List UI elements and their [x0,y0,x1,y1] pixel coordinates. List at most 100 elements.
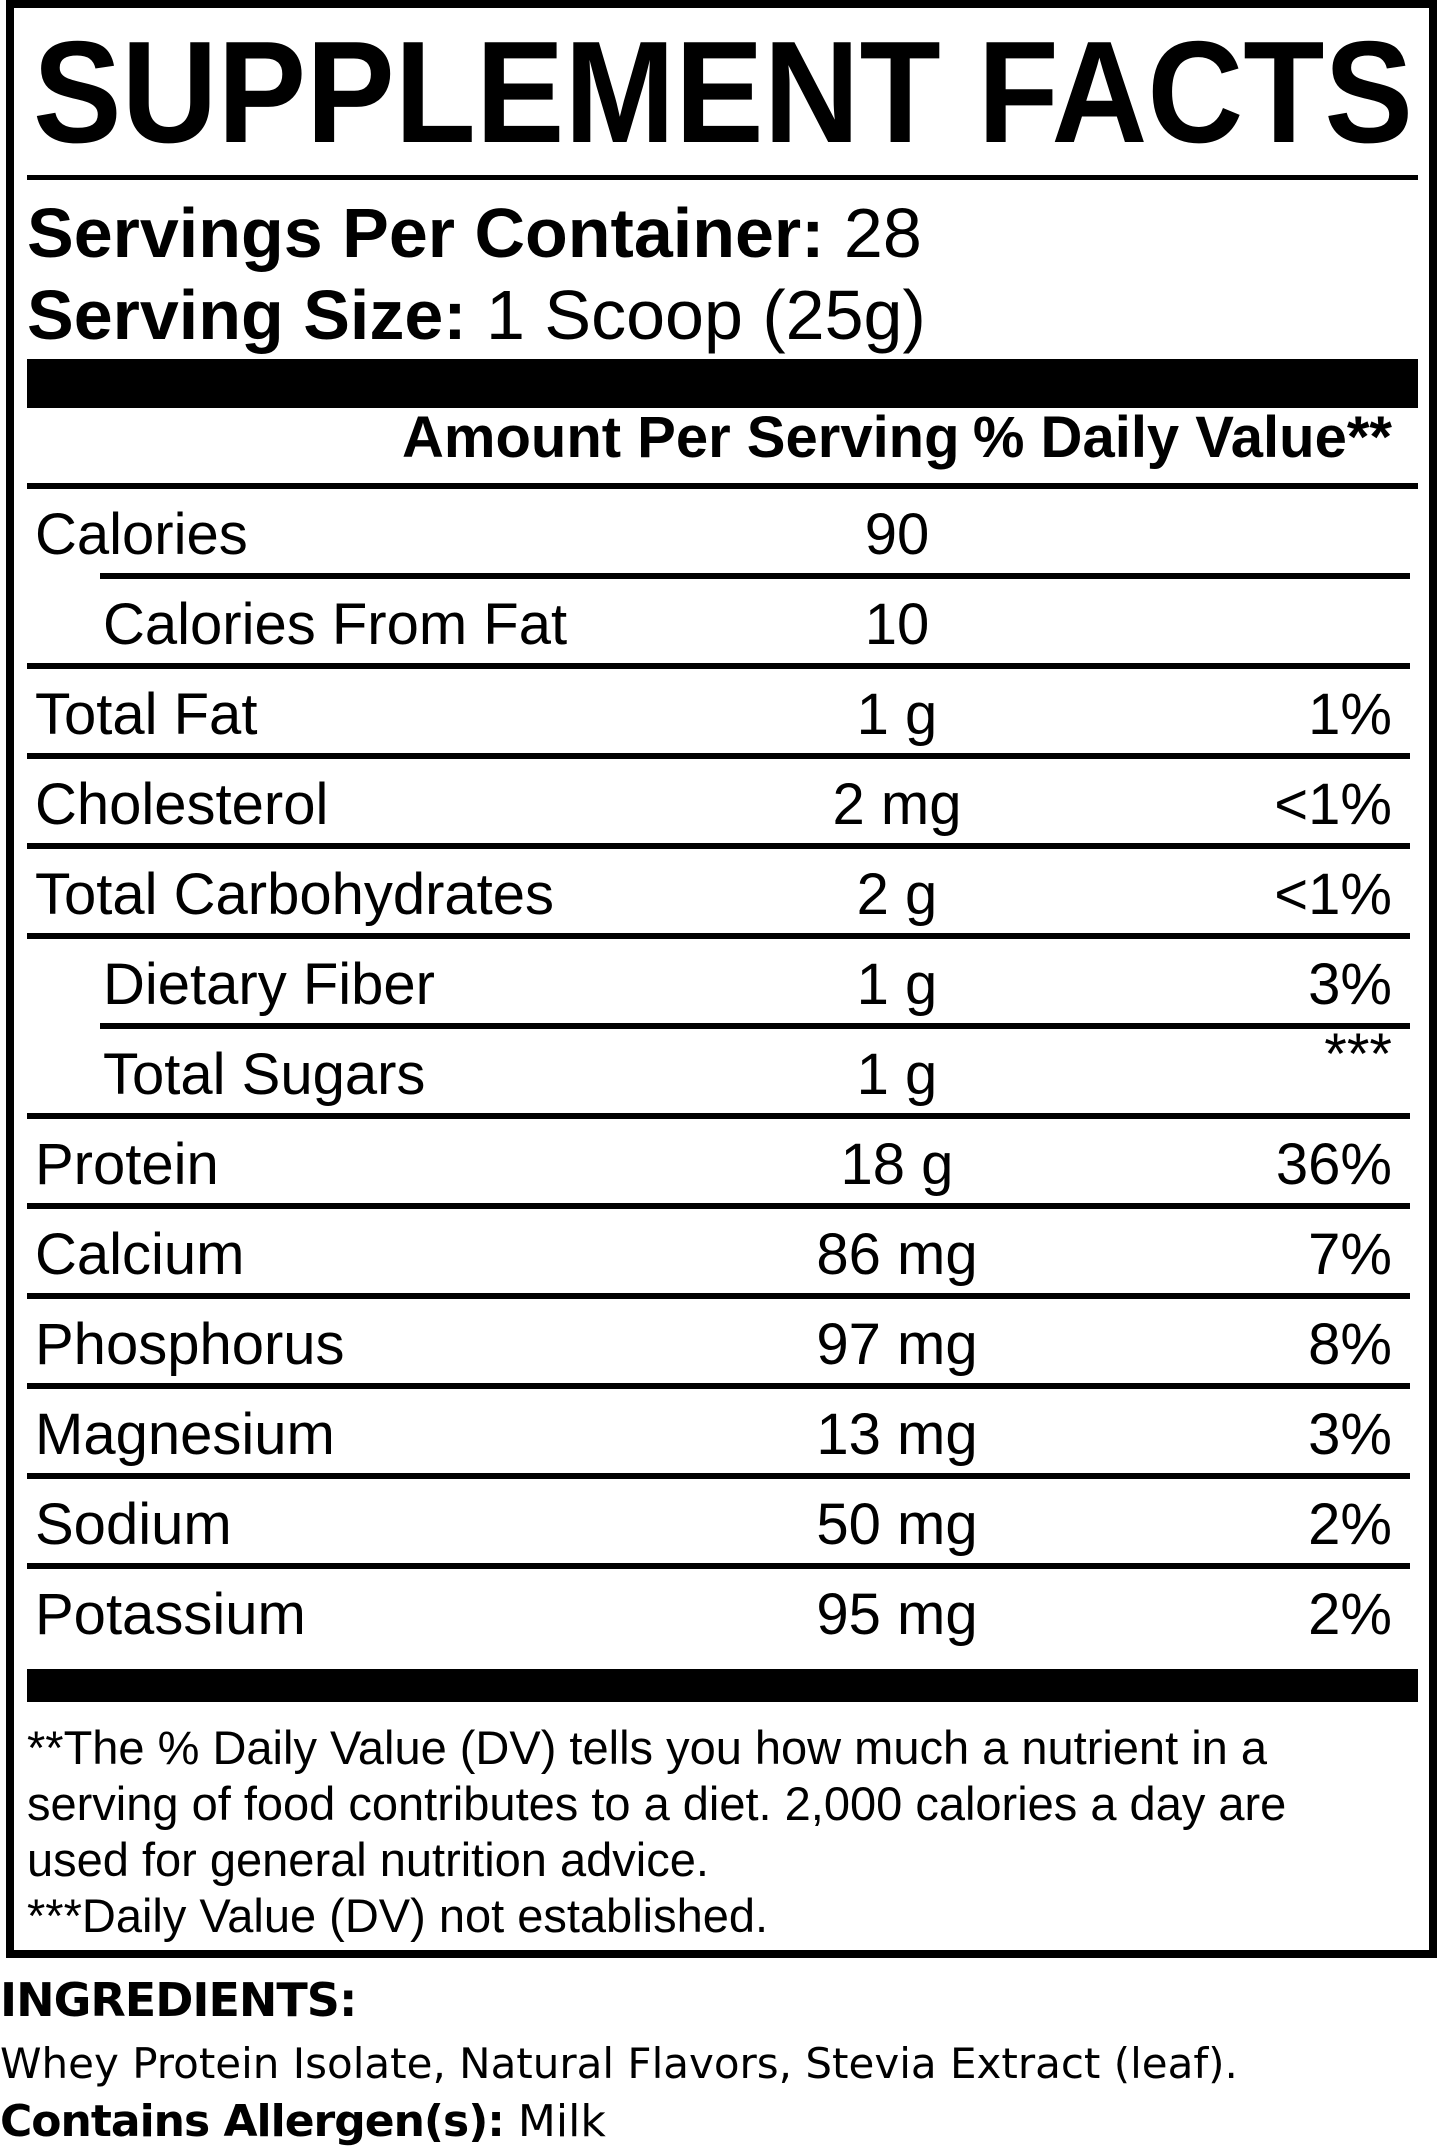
nutrient-daily-value-text: 8% [1308,1311,1392,1377]
nutrient-label: Calcium [35,1221,245,1287]
nutrient-amount: 90 [864,501,930,567]
row-separator [27,1293,1410,1299]
row-separator [27,1563,1410,1569]
title-divider [27,175,1418,180]
row-separator [27,933,1410,939]
nutrient-amount: 86 mg [816,1221,978,1287]
page-title: SUPPLEMENT FACTS [33,38,1413,150]
nutrient-label: Total Sugars [103,1041,426,1107]
nutrient-daily-value: 3% [1117,951,1418,1018]
amount-per-serving-header: Amount Per Serving [402,405,960,470]
servings-per-container-label: Servings Per Container: [27,194,825,272]
ingredients-section: INGREDIENTS: Whey Protein Isolate, Natur… [0,1972,1445,2148]
nutrient-daily-value-text: 36% [1275,1131,1392,1197]
nutrient-label: Sodium [35,1491,232,1557]
nutrient-label: Dietary Fiber [103,951,435,1017]
nutrient-label: Cholesterol [35,771,329,837]
nutrient-amount: 18 g [840,1131,954,1197]
serving-size-value: 1 Scoop (25g) [486,276,926,354]
serving-size-line: Serving Size: 1 Scoop (25g) [27,274,1418,356]
row-separator [27,1203,1410,1209]
footnote-line: used for general nutrition advice. [27,1833,709,1886]
row-separator [27,753,1410,759]
nutrient-table: Calories 90 Calories From Fat 10 Total Fat 1 … [27,489,1418,1659]
nutrient-label: Phosphorus [35,1311,345,1377]
nutrient-row: Sodium 50 mg 2% [27,1479,1418,1569]
nutrient-row: Magnesium 13 mg 3% [27,1389,1418,1479]
footnote-separator-bar [27,1669,1418,1702]
nutrient-amount: 2 mg [832,771,962,837]
nutrient-daily-value-text: 7% [1308,1221,1392,1287]
nutrient-label: Magnesium [35,1401,335,1467]
nutrient-label: Calories [35,501,248,567]
nutrient-daily-value: 7% [1117,1221,1418,1288]
nutrient-daily-value-text: 3% [1308,1401,1392,1467]
row-separator [100,573,1410,579]
allergen-label: Contains Allergen(s): [0,2096,505,2147]
row-separator [27,1113,1410,1119]
supplement-facts-panel: SUPPLEMENT FACTS Servings Per Container:… [6,0,1437,1958]
serving-size-label: Serving Size: [27,276,467,354]
nutrient-amount: 10 [864,591,930,657]
nutrient-amount: 1 g [856,681,938,747]
footnote-line: **The % Daily Value (DV) tells you how m… [27,1721,1267,1774]
nutrient-daily-value-text: 3% [1308,951,1392,1017]
nutrient-label: Total Fat [35,681,258,747]
nutrient-label: Potassium [35,1581,306,1647]
nutrient-daily-value: 36% [1117,1131,1418,1198]
allergen-line: Contains Allergen(s): Milk [0,2096,1445,2148]
row-separator [100,1023,1410,1029]
footnote-line: serving of food contributes to a diet. 2… [27,1777,1287,1830]
nutrient-label: Total Carbohydrates [35,861,555,927]
nutrient-daily-value: 1% [1117,681,1418,748]
nutrient-daily-value-text: 2% [1308,1491,1392,1557]
nutrient-label: Protein [35,1131,219,1197]
header-separator-bar [27,359,1418,408]
nutrient-daily-value-text: 1% [1308,681,1392,747]
nutrient-row: Potassium 95 mg 2% [27,1569,1418,1659]
nutrient-daily-value: 2% [1117,1491,1418,1558]
nutrient-amount: 50 mg [816,1491,978,1557]
nutrient-daily-value: *** [1117,1022,1418,1108]
ingredients-list: Whey Protein Isolate, Natural Flavors, S… [0,2039,1238,2088]
nutrient-row: Calories From Fat 10 [27,579,1418,669]
nutrient-daily-value-text: <1% [1274,771,1392,837]
nutrient-row: Calcium 86 mg 7% [27,1209,1418,1299]
row-separator [27,1383,1410,1389]
nutrient-daily-value: <1% [1117,861,1418,928]
nutrient-row: Calories 90 [27,489,1418,579]
nutrient-row: Protein 18 g 36% [27,1119,1418,1209]
row-separator [27,663,1410,669]
daily-value-header: % Daily Value** [972,405,1392,470]
supplement-facts-title-svg: SUPPLEMENT FACTS [33,38,1413,150]
ingredients-heading: INGREDIENTS: [0,1973,357,2027]
nutrient-daily-value-text: 2% [1308,1581,1392,1647]
nutrient-daily-value: <1% [1117,771,1418,838]
nutrient-amount: 1 g [856,1041,938,1107]
nutrient-label: Calories From Fat [103,591,568,657]
nutrient-daily-value: 8% [1117,1311,1418,1378]
nutrient-amount: 13 mg [816,1401,978,1467]
nutrient-row: Phosphorus 97 mg 8% [27,1299,1418,1389]
daily-value-footnote: **The % Daily Value (DV) tells you how m… [27,1720,1418,1944]
nutrient-row: Total Carbohydrates 2 g <1% [27,849,1418,939]
nutrient-daily-value: 2% [1117,1581,1418,1648]
row-separator [27,843,1410,849]
nutrient-daily-value-text: *** [1324,1021,1392,1087]
footnote-line: ***Daily Value (DV) not established. [27,1889,769,1942]
nutrient-daily-value-text: <1% [1274,861,1392,927]
nutrient-amount: 95 mg [816,1581,978,1647]
nutrient-row: Total Sugars 1 g *** [27,1022,1418,1119]
nutrient-row: Total Fat 1 g 1% [27,669,1418,759]
servings-per-container-value: 28 [843,194,922,272]
allergen-value: Milk [517,2096,606,2147]
nutrient-amount: 2 g [856,861,938,927]
nutrient-row: Dietary Fiber 1 g 3% [27,939,1418,1029]
serving-info: Servings Per Container: 28 Serving Size:… [27,192,1418,356]
table-header-row: Amount Per Serving % Daily Value** [27,405,1418,489]
row-separator [27,1473,1410,1479]
servings-per-container-line: Servings Per Container: 28 [27,192,1418,274]
nutrient-row: Cholesterol 2 mg <1% [27,759,1418,849]
nutrient-daily-value: 3% [1117,1401,1418,1468]
nutrient-amount: 1 g [856,951,938,1017]
